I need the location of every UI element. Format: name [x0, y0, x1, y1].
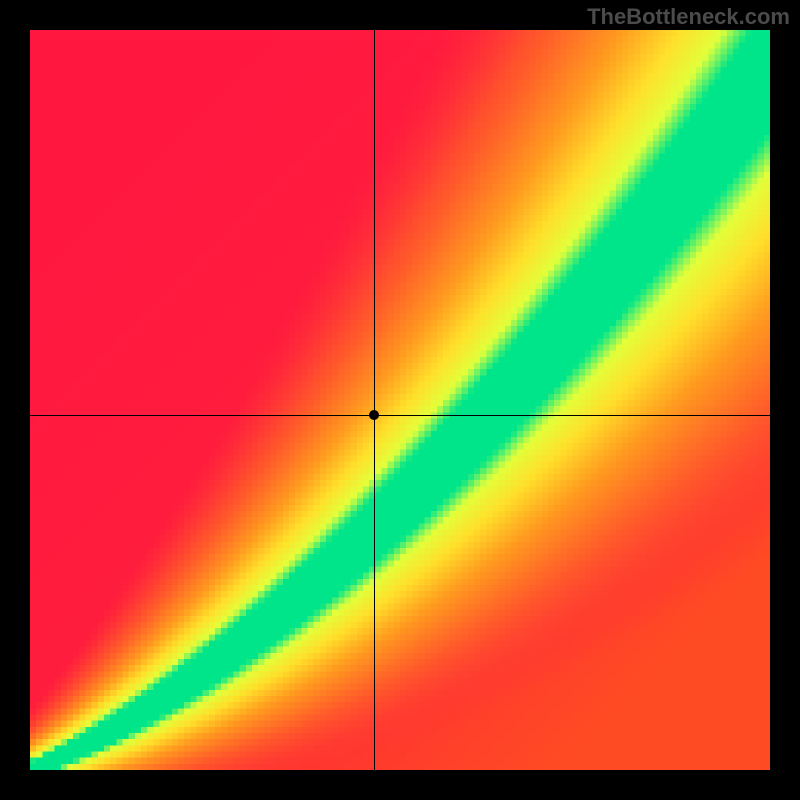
marker-dot — [369, 410, 379, 420]
crosshair-horizontal — [30, 415, 770, 416]
figure-frame: TheBottleneck.com — [0, 0, 800, 800]
plot-area — [30, 30, 770, 770]
crosshair-vertical — [374, 30, 375, 770]
heatmap-canvas — [30, 30, 770, 770]
attribution-text: TheBottleneck.com — [587, 4, 790, 30]
